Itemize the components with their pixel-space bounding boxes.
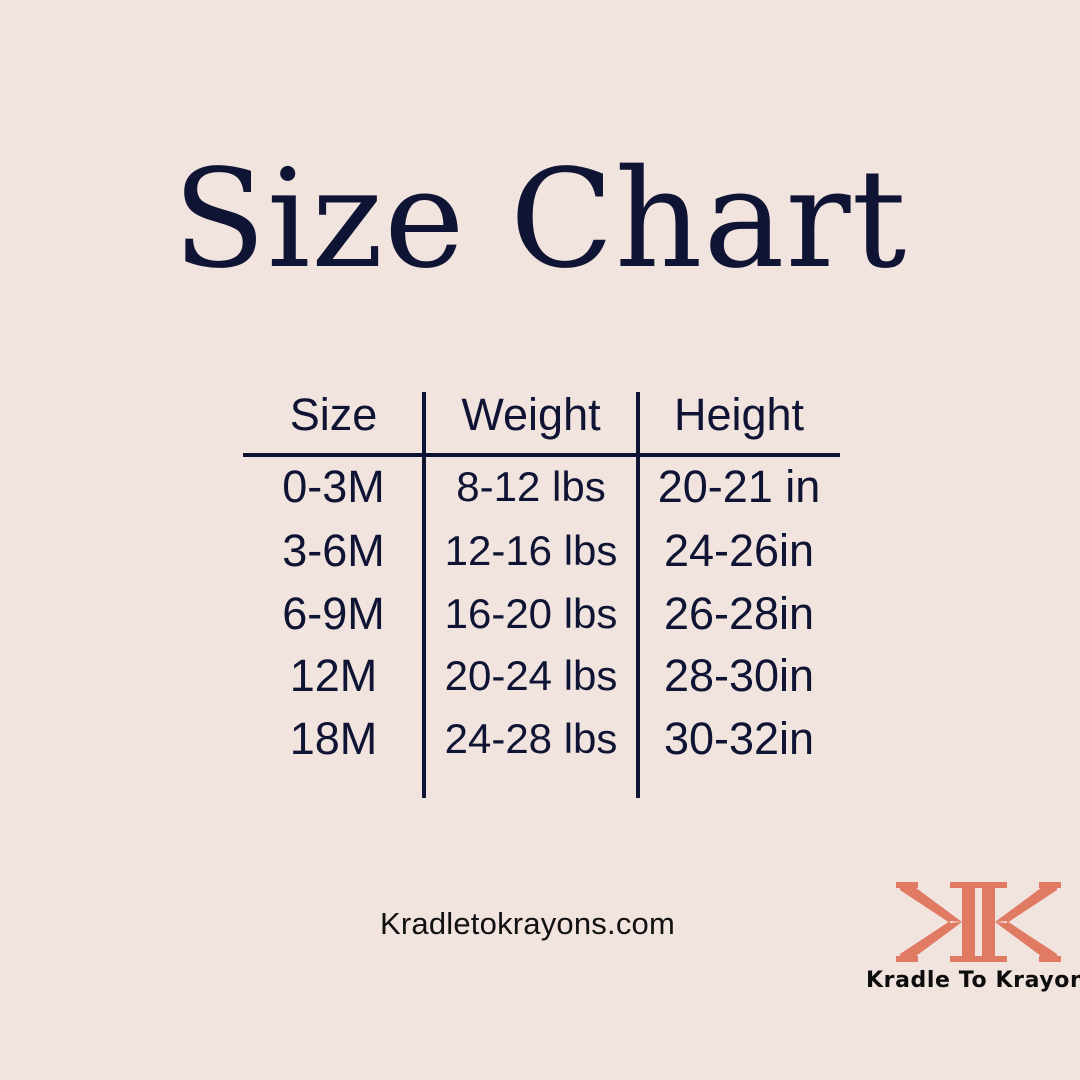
table-row: 12-16 lbs (444, 527, 618, 574)
table-row: 28-30in (663, 650, 815, 701)
table-row: 20-21 in (657, 461, 821, 512)
column-divider-size-weight (422, 392, 426, 798)
column-header-weight: Weight (461, 388, 601, 440)
column-divider-weight-height (636, 392, 640, 798)
table-row: 12M (289, 650, 378, 701)
table-row: 18M (289, 713, 378, 764)
page-title: Size Chart (172, 141, 908, 299)
brand-logo: Kradle To Krayons (866, 876, 1080, 1006)
table-row: 20-24 lbs (444, 652, 618, 699)
column-header-height: Height (673, 388, 805, 440)
double-k-monogram-icon (896, 882, 1061, 962)
table-row: 6-9M (282, 588, 385, 639)
table-row: 24-28 lbs (444, 715, 618, 762)
website-url: Kradletokrayons.com (380, 906, 675, 941)
table-row: 0-3M (282, 461, 385, 512)
column-header-size: Size (289, 388, 378, 440)
table-row: 3-6M (282, 525, 385, 576)
brand-wordmark: Kradle To Krayons (866, 968, 1080, 993)
size-chart-table: Size Weight Height 0-3M 8-12 lbs 20-21 i… (243, 382, 840, 802)
table-row: 8-12 lbs (456, 463, 606, 510)
header-divider-horizontal (243, 453, 840, 457)
table-row: 30-32in (663, 713, 815, 764)
table-row: 16-20 lbs (444, 590, 618, 637)
table-row: 26-28in (663, 588, 815, 639)
table-row: 24-26in (663, 525, 815, 576)
